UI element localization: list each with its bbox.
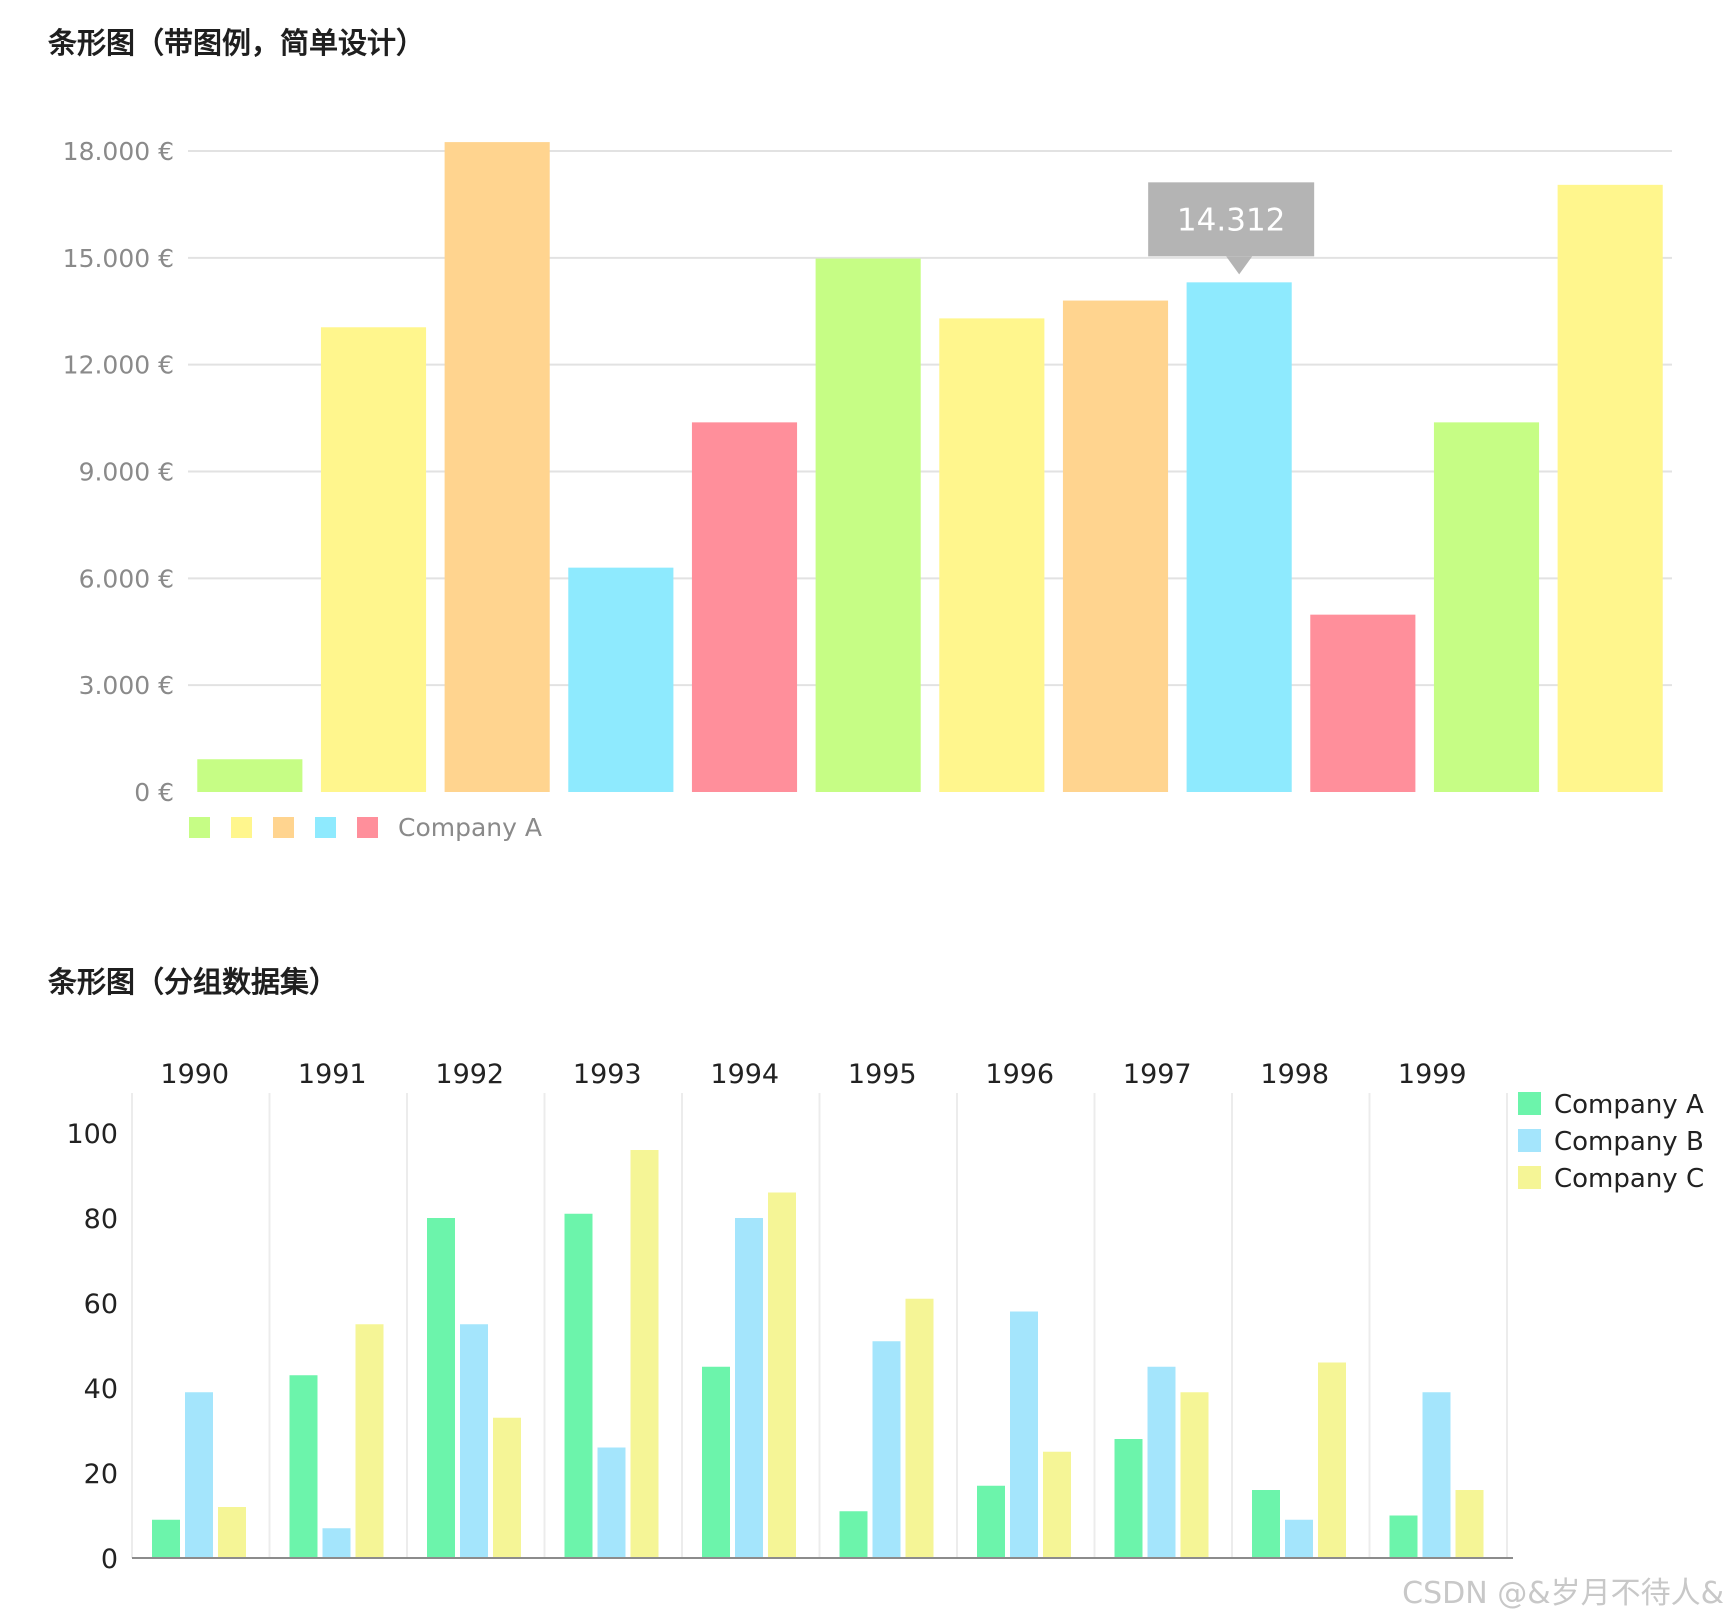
x-category-label: 1990 xyxy=(160,1059,229,1090)
legend-label: Company C xyxy=(1554,1164,1704,1194)
y-tick-label: 12.000 € xyxy=(63,351,174,380)
y-tick-label: 40 xyxy=(84,1374,118,1405)
legend-label: Company A xyxy=(398,813,542,842)
bar-company-b xyxy=(1422,1392,1451,1558)
bar-company-c xyxy=(1180,1392,1209,1558)
chart2-title: 条形图（分组数据集） xyxy=(48,965,339,999)
bar xyxy=(568,567,674,792)
bar-company-b xyxy=(322,1528,351,1558)
bar-company-b xyxy=(735,1218,763,1558)
bar-company-a xyxy=(977,1485,1005,1558)
bar-company-c xyxy=(630,1150,659,1558)
bar-company-c xyxy=(1455,1490,1484,1558)
x-category-label: 1994 xyxy=(710,1059,779,1090)
bar-company-a xyxy=(427,1218,455,1558)
bar xyxy=(197,759,303,792)
y-tick-label: 3.000 € xyxy=(79,671,174,700)
tooltip-box xyxy=(1148,182,1315,257)
bar-company-a xyxy=(1252,1490,1280,1558)
x-category-label: 1995 xyxy=(848,1059,917,1090)
bar-company-a xyxy=(1389,1515,1418,1558)
bar-company-b xyxy=(185,1392,213,1558)
bar-company-c xyxy=(768,1192,796,1558)
bar-company-a xyxy=(839,1511,868,1558)
y-tick-label: 18.000 € xyxy=(63,137,174,166)
y-tick-label: 15.000 € xyxy=(63,244,174,273)
y-tick-label: 20 xyxy=(84,1459,118,1490)
y-tick-label: 100 xyxy=(66,1119,118,1150)
bar-company-b xyxy=(597,1447,626,1558)
legend-swatch xyxy=(273,817,294,838)
y-tick-label: 0 xyxy=(101,1544,118,1575)
tooltip-value: 14.312 xyxy=(1177,202,1285,238)
bar xyxy=(691,422,798,792)
legend-swatch xyxy=(1518,1092,1541,1115)
legend-label: Company B xyxy=(1554,1127,1704,1157)
bar xyxy=(939,318,1045,792)
bar xyxy=(1557,184,1663,792)
bar xyxy=(1062,300,1169,792)
legend-swatch xyxy=(189,817,210,838)
bar-company-b xyxy=(460,1324,488,1558)
bar-company-c xyxy=(905,1298,934,1558)
bar xyxy=(1186,282,1292,792)
bar xyxy=(1433,422,1540,792)
chart1-title: 条形图（带图例，简单设计） xyxy=(48,26,426,60)
bar-company-a xyxy=(289,1375,318,1558)
bar xyxy=(320,327,427,792)
tooltip-pointer xyxy=(1226,256,1253,275)
x-category-label: 1999 xyxy=(1398,1059,1467,1090)
x-category-label: 1991 xyxy=(298,1059,367,1090)
bar-company-c xyxy=(1318,1362,1346,1558)
bar-company-a xyxy=(152,1519,180,1558)
bar-company-b xyxy=(1147,1366,1176,1558)
legend-swatch xyxy=(315,817,336,838)
bar xyxy=(815,258,921,793)
x-category-label: 1992 xyxy=(435,1059,504,1090)
y-tick-label: 0 € xyxy=(134,778,174,807)
y-tick-label: 80 xyxy=(84,1204,118,1235)
bar-company-b xyxy=(872,1341,901,1558)
x-category-label: 1993 xyxy=(573,1059,642,1090)
legend-swatch xyxy=(357,817,378,838)
legend-swatch xyxy=(231,817,252,838)
bar-company-c xyxy=(218,1507,246,1558)
bar-company-a xyxy=(1114,1439,1143,1558)
chart1-simple-bar: 0 € 3.000 € 6.000 € 9.000 € 12.000 € 15.000 €… xyxy=(63,137,1672,842)
x-category-label: 1997 xyxy=(1123,1059,1192,1090)
bar-company-b xyxy=(1010,1311,1038,1558)
bar xyxy=(444,142,550,792)
watermark: CSDN @&岁月不待人& xyxy=(1402,1576,1724,1611)
bar xyxy=(1310,614,1416,792)
bar-company-c xyxy=(355,1324,384,1558)
y-tick-label: 9.000 € xyxy=(79,458,174,487)
bar-company-a xyxy=(702,1366,730,1558)
x-category-label: 1998 xyxy=(1260,1059,1329,1090)
bar-company-c xyxy=(1043,1451,1071,1558)
bar-company-b xyxy=(1285,1519,1313,1558)
bar-company-c xyxy=(493,1417,521,1558)
legend-label: Company A xyxy=(1554,1090,1704,1120)
y-tick-label: 6.000 € xyxy=(79,564,174,593)
x-category-label: 1996 xyxy=(985,1059,1054,1090)
legend-swatch xyxy=(1518,1129,1541,1152)
legend-swatch xyxy=(1518,1166,1541,1189)
bar-company-a xyxy=(564,1213,593,1558)
y-tick-label: 60 xyxy=(84,1289,118,1320)
